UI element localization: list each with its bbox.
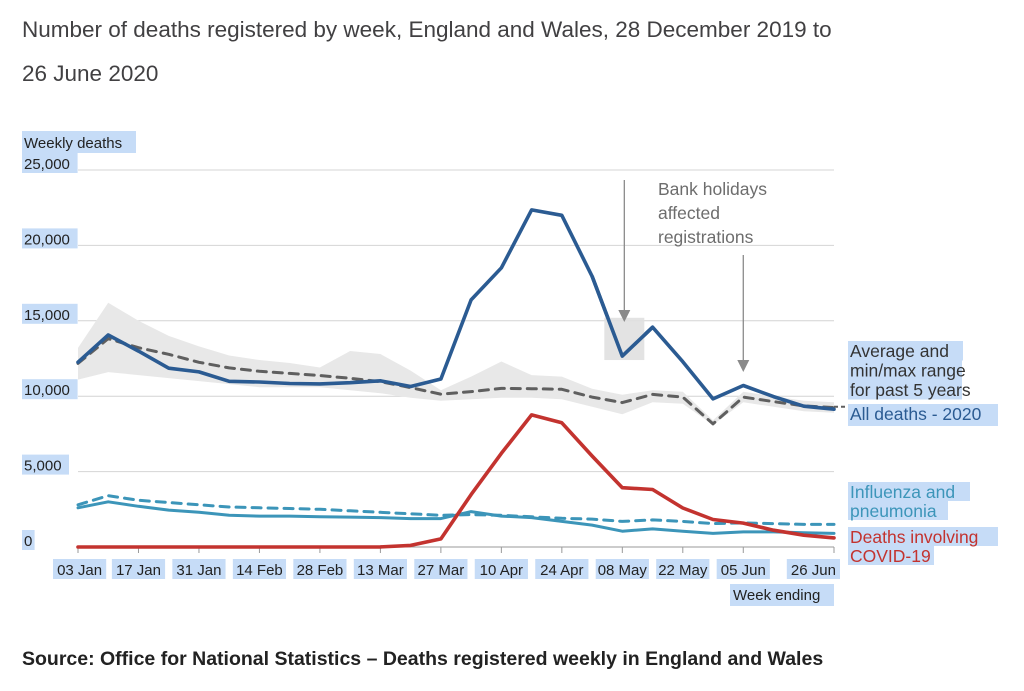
y-tick-highlight [22,379,78,400]
x-tick-label: 31 Jan [176,562,221,579]
legend-five-year-average: Average and [850,341,949,361]
source-note: Source: Office for National Statistics –… [22,648,824,670]
annotation-arrow-head [618,310,631,322]
x-tick-label: 08 May [598,562,648,579]
annotation-arrow-head [737,360,750,372]
y-tick-label: 20,000 [24,231,70,248]
y-tick-label: 5,000 [24,458,62,475]
series-lines [76,208,836,549]
legend-five-year-average: min/max range [850,361,966,381]
x-tick-highlight [535,559,589,579]
x-tick-label: 10 Apr [480,562,523,579]
x-tick-label: 14 Feb [236,562,283,579]
legend-covid-19: COVID-19 [850,546,931,566]
x-tick-label: 03 Jan [57,562,102,579]
x-axis-ticks: 03 Jan 17 Jan 31 Jan 14 Feb 28 Feb 13 Mar 27 M… [53,547,840,579]
legend-influenza-pneumonia: Influenza and [850,482,955,502]
legend-five-year-average-highlight [848,380,962,400]
y-tick-highlight [22,153,78,173]
y-axis-label: Weekly deaths [22,131,136,153]
y-tick-label: 0 [24,533,32,550]
legend-all-deaths-highlight [848,404,998,426]
legend-five-year-average-highlight [848,360,962,380]
legend-influenza-pneumonia-highlight [848,501,948,520]
y-tick-highlight [22,303,78,324]
x-tick-highlight [111,559,166,579]
x-tick-label: 24 Apr [540,562,583,579]
x-tick-label: 05 Jun [721,562,766,579]
legend-five-year-average-highlight [848,341,963,361]
chart-title: Number of deaths registered by week, Eng… [22,17,832,86]
legend-influenza-pneumonia: pneumonia [850,501,937,521]
x-tick-highlight [53,559,107,579]
x-tick-highlight [716,559,770,579]
x-tick-label: 22 May [658,562,708,579]
x-tick-highlight [172,559,226,579]
series-line-influenza-and-pneumonia-5-year-average [76,494,836,526]
y-axis-label-highlight [22,131,136,153]
x-tick-label: 13 Mar [357,562,404,579]
x-tick-label: 17 Jan [116,562,161,579]
x-axis-label: Week ending [730,584,834,606]
y-tick-highlight [22,454,69,475]
legend-covid-19-highlight [848,527,998,546]
series-line-average-and-min-max-range-for-past-5-years [76,337,836,426]
y-axis-ticks: 0 5,000 10,000 15,000 20,000 25,000 [22,153,78,550]
five-year-range-band [78,302,834,425]
x-axis-label-text: Week ending [733,587,820,604]
all-deaths-segment-overlay [590,275,654,358]
series-line-deaths-involving-covid-19 [76,413,836,549]
y-tick-label: 10,000 [24,382,70,399]
x-tick-highlight [353,559,407,579]
x-tick-highlight [232,559,287,579]
x-tick-label: 26 Jun [791,562,836,579]
x-tick-highlight [414,559,468,579]
annotation-text-line: registrations [658,227,754,247]
legend-all-deaths: All deaths - 2020 [850,404,982,424]
y-axis-label-text: Weekly deaths [24,135,122,152]
x-tick-highlight [293,559,347,579]
y-tick-label: 25,000 [24,156,70,173]
x-tick-highlight [595,559,649,579]
legend-covid-19: Deaths involving [850,527,978,547]
min-max-range-area [78,302,834,425]
legend-influenza-pneumonia-highlight [848,482,970,501]
y-tick-highlight [22,530,35,550]
x-tick-highlight [656,559,710,579]
y-tick-highlight [22,228,78,249]
x-tick-label: 27 Mar [418,562,465,579]
line-chart: Weekly deaths 0 5,000 10,000 15,000 20,000 25… [22,131,998,606]
y-tick-label: 15,000 [24,307,70,324]
x-tick-highlight [786,559,840,579]
x-tick-label: 28 Feb [297,562,344,579]
legend-five-year-average: for past 5 years [850,380,971,400]
legend-covid-19-highlight [848,546,934,565]
bank-holiday-annotation: Bank holidays affected registrations [590,179,767,372]
x-tick-highlight [474,559,528,579]
x-axis-label-highlight [730,584,834,606]
annotation-text-line: affected [658,203,720,223]
series-line-all-deaths-2020 [76,208,836,411]
annotation-text-line: Bank holidays [658,179,767,199]
